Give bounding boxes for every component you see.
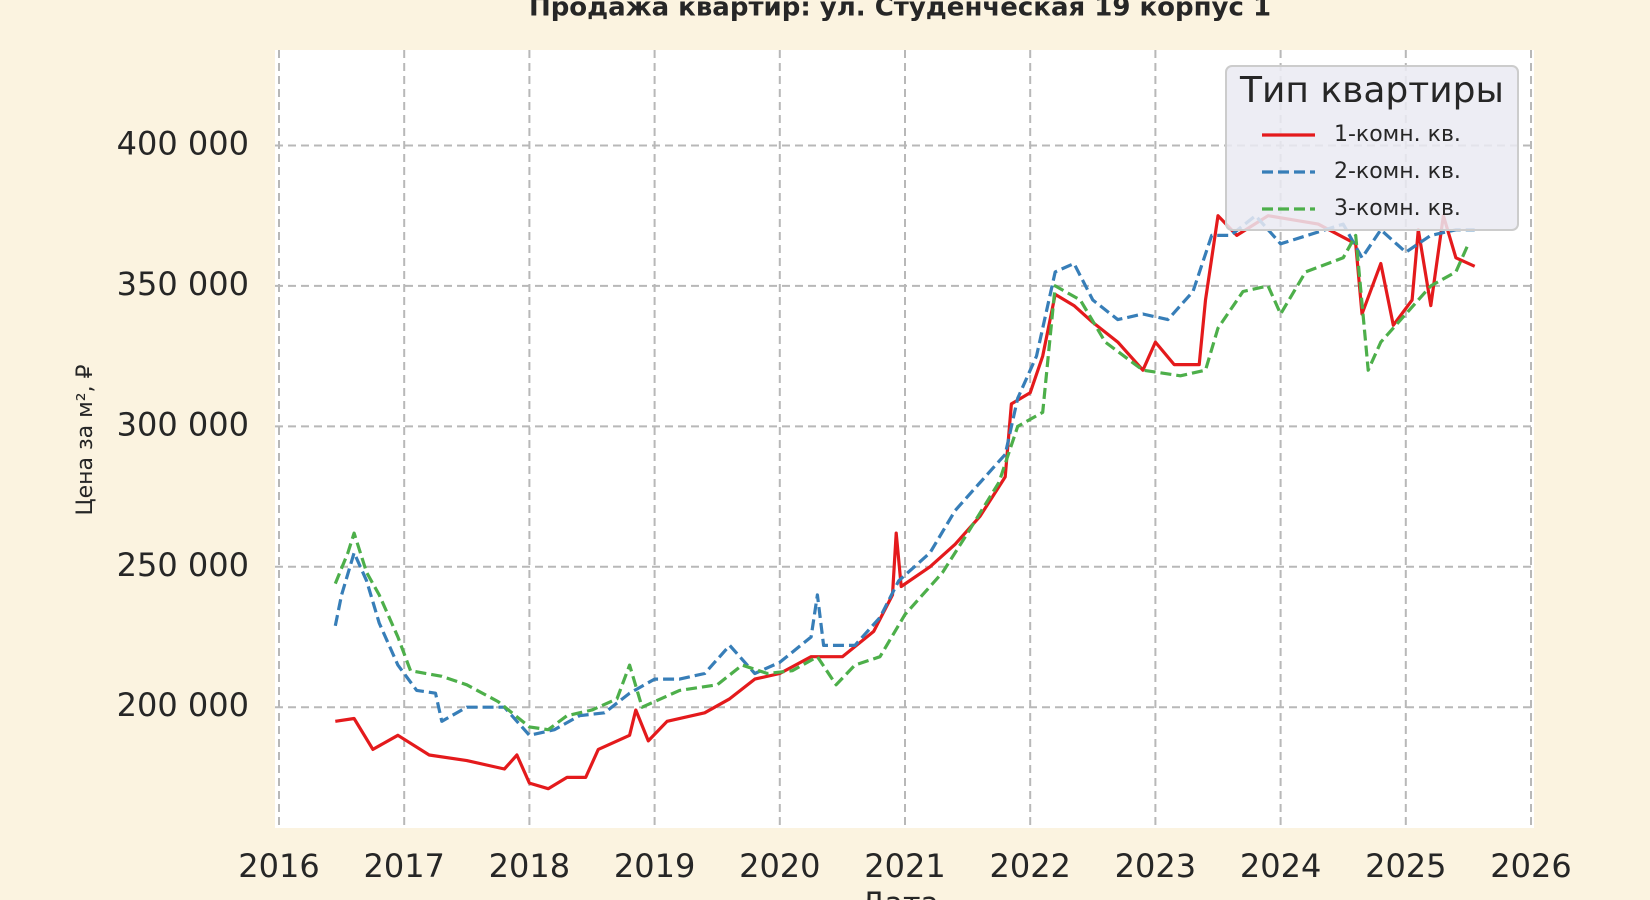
x-tick-label: 2019 [614, 847, 695, 885]
x-tick-label: 2022 [989, 847, 1070, 885]
y-tick-label: 400 000 [117, 124, 249, 162]
series-line [333, 233, 1470, 732]
x-tick-label: 2017 [363, 847, 444, 885]
series-line [333, 214, 1475, 737]
x-axis-label: Дата [861, 887, 939, 900]
x-tick-label: 2024 [1240, 847, 1321, 885]
y-tick-label: 300 000 [117, 405, 249, 443]
legend: Тип квартиры 1-комн. кв. 2-комн. кв. 3-комн… [1225, 65, 1519, 231]
x-tick-label: 2020 [739, 847, 820, 885]
x-tick-label: 2021 [864, 847, 945, 885]
x-tick-label: 2026 [1490, 847, 1571, 885]
y-tick-label: 200 000 [117, 686, 249, 724]
y-tick-label: 250 000 [117, 546, 249, 584]
legend-label: 3-комн. кв. [1334, 196, 1461, 221]
y-tick-label: 350 000 [117, 265, 249, 303]
legend-label: 1-комн. кв. [1334, 122, 1461, 147]
x-tick-label: 2016 [238, 847, 319, 885]
x-tick-label: 2018 [489, 847, 570, 885]
y-axis-label: Цена за м², ₽ [73, 364, 98, 515]
chart-title: Продажа квартир: ул. Студенческая 19 кор… [529, 0, 1271, 23]
legend-box [1225, 65, 1519, 231]
legend-label: 2-комн. кв. [1334, 159, 1461, 184]
lines [333, 214, 1476, 791]
legend-title: Тип квартиры [1239, 70, 1504, 111]
x-tick-label: 2023 [1115, 847, 1196, 885]
x-tick-label: 2025 [1365, 847, 1446, 885]
series-line [335, 214, 1476, 791]
